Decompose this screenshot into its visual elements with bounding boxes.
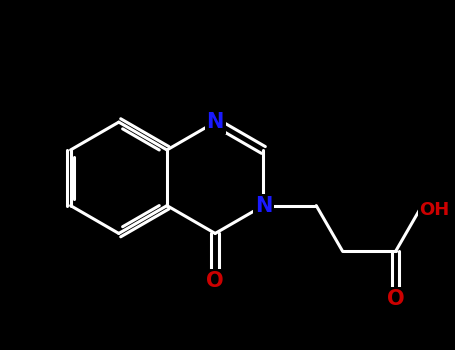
Text: N: N	[207, 112, 224, 132]
Text: O: O	[387, 289, 404, 309]
Text: OH: OH	[420, 201, 450, 219]
Text: O: O	[207, 271, 224, 291]
Text: N: N	[255, 196, 272, 216]
